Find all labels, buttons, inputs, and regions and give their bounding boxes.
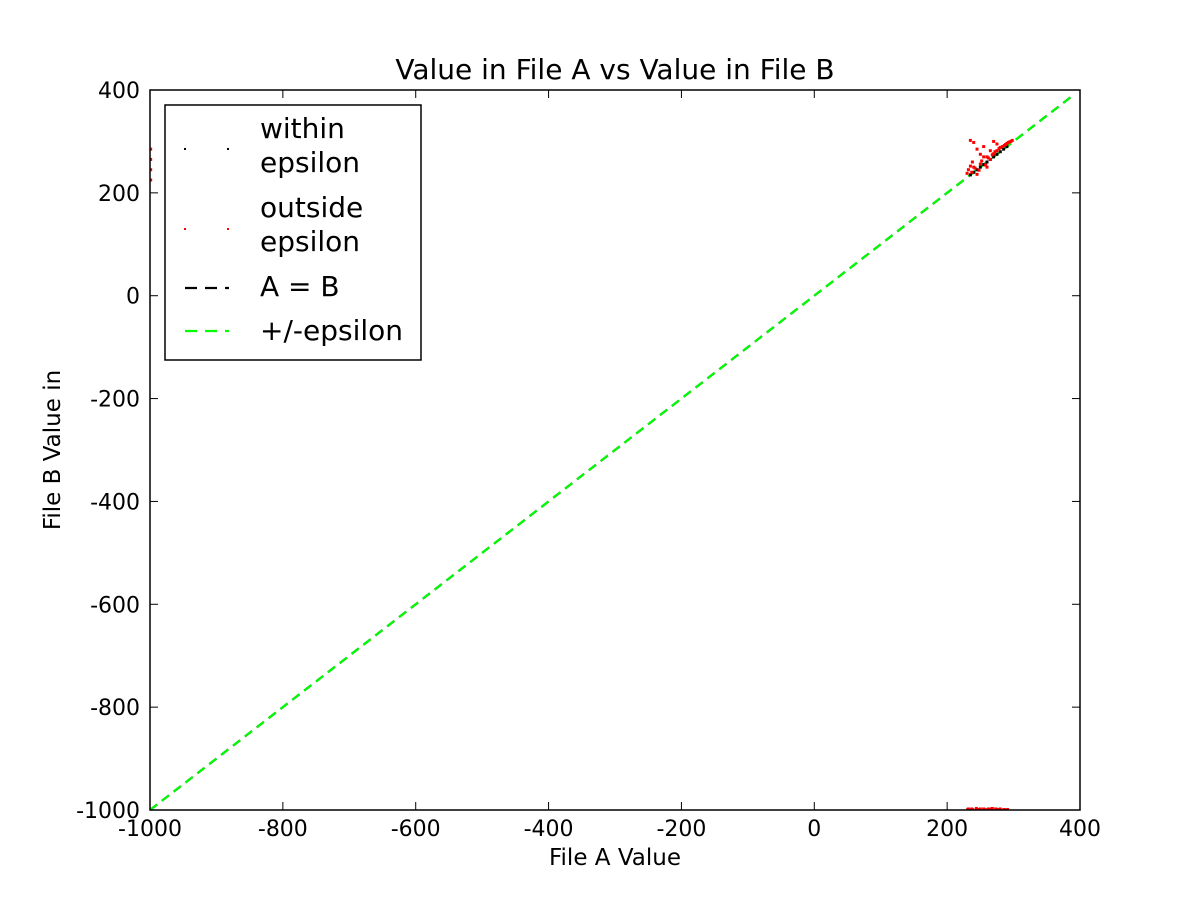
data-point-series-0 — [1002, 147, 1006, 151]
data-point-series-1 — [998, 807, 1002, 810]
legend-label: +/-epsilon — [260, 314, 403, 347]
data-point-series-1 — [988, 149, 992, 153]
data-point-series-1 — [982, 155, 986, 159]
y-tick-label: 400 — [98, 79, 140, 104]
data-point-series-1 — [150, 157, 153, 161]
data-point-series-1 — [975, 147, 979, 151]
y-axis-label: File B Value in — [40, 370, 66, 530]
data-point-series-1 — [985, 155, 989, 159]
data-point-series-1 — [1000, 145, 1004, 149]
data-point-series-0 — [985, 160, 989, 164]
x-tick-label: -200 — [656, 817, 706, 842]
data-point-series-1 — [998, 146, 1002, 150]
x-tick-label: 0 — [807, 817, 821, 842]
data-point-series-1 — [1010, 138, 1014, 142]
legend-label: A = B — [260, 270, 340, 303]
chart-title: Value in File A vs Value in File B — [395, 53, 834, 86]
data-point-series-1 — [1006, 807, 1010, 810]
y-tick-label: -200 — [90, 388, 140, 413]
plot-area — [150, 94, 1075, 810]
y-tick-label: 200 — [98, 182, 140, 207]
data-point-series-0 — [975, 168, 979, 172]
x-tick-label: -1000 — [118, 817, 182, 842]
data-point-series-1 — [966, 807, 970, 810]
data-point-series-1 — [986, 807, 990, 810]
data-point-series-0 — [995, 152, 999, 156]
legend-label: epsilon — [260, 146, 360, 179]
data-point-series-0 — [978, 165, 982, 169]
plot-frame — [149, 89, 1081, 811]
data-point-series-1 — [992, 139, 996, 143]
data-point-series-1 — [965, 171, 969, 175]
data-point-series-0 — [982, 163, 986, 167]
data-point-series-0 — [992, 155, 996, 159]
data-point-series-1 — [985, 165, 989, 169]
axis-ticks: -1000 -800 -600 -400 -200 0 200 400 -1000 -800 -60… — [76, 79, 1101, 842]
data-point-series-1 — [978, 162, 982, 166]
y-tick-label: 0 — [126, 285, 140, 310]
data-point-series-1 — [970, 807, 974, 810]
data-point-series-1 — [968, 164, 972, 168]
data-point-series-1 — [972, 140, 976, 144]
y-tick-label: -1000 — [76, 799, 140, 824]
data-point-series-1 — [984, 163, 988, 167]
data-point-series-1 — [966, 168, 970, 172]
data-point-series-1 — [150, 147, 153, 151]
data-point-series-1 — [995, 149, 999, 153]
y-tick-label: -400 — [90, 490, 140, 515]
data-point-series-1 — [973, 166, 977, 170]
data-point-series-1 — [992, 152, 996, 156]
data-point-series-1 — [978, 807, 982, 810]
x-axis-label: File A Value — [549, 845, 681, 871]
data-point-series-1 — [996, 807, 1000, 810]
legend-label: epsilon — [260, 225, 360, 258]
data-point-series-1 — [968, 138, 972, 142]
data-point-series-1 — [977, 168, 981, 172]
data-point-series-1 — [150, 178, 153, 182]
data-point-series-1 — [975, 172, 979, 176]
legend-label: outside — [260, 191, 363, 224]
data-point-series-1 — [976, 807, 980, 810]
y-tick-label: -800 — [90, 696, 140, 721]
legend-marker — [184, 228, 186, 230]
x-tick-label: -400 — [524, 817, 574, 842]
data-point-series-1 — [982, 145, 986, 149]
data-point-series-1 — [970, 160, 974, 164]
legend-marker — [227, 148, 229, 150]
data-point-series-1 — [978, 152, 982, 156]
x-tick-label: 400 — [1059, 817, 1101, 842]
data-point-series-1 — [982, 807, 986, 810]
data-point-series-0 — [998, 150, 1002, 154]
x-tick-label: 200 — [926, 817, 968, 842]
data-point-series-1 — [988, 157, 992, 161]
x-tick-label: -800 — [258, 817, 308, 842]
data-point-series-0 — [1005, 145, 1009, 149]
data-point-series-0 — [968, 173, 972, 177]
data-point-series-1 — [150, 168, 153, 172]
legend-label: within — [260, 112, 345, 145]
data-point-series-1 — [995, 142, 999, 146]
data-point-series-1 — [994, 807, 998, 810]
legend-marker — [184, 148, 186, 150]
data-point-series-0 — [972, 170, 976, 174]
data-point-series-1 — [980, 159, 984, 163]
data-point-series-1 — [993, 150, 997, 154]
x-tick-label: -600 — [391, 817, 441, 842]
data-point-series-1 — [970, 170, 974, 174]
legend-marker — [227, 228, 229, 230]
y-tick-label: -600 — [90, 593, 140, 618]
legend-box — [164, 104, 422, 361]
